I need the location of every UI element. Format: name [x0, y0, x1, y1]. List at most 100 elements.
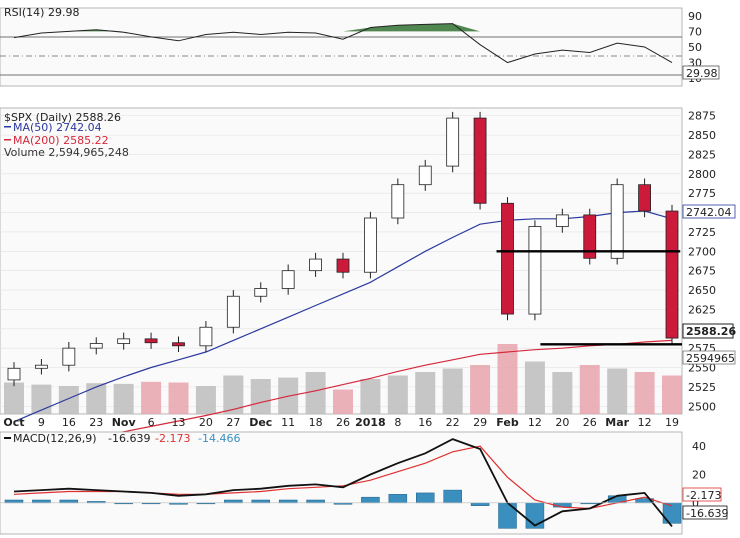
volume-value-tag-text: 2594965 — [686, 352, 735, 365]
candle-body — [528, 226, 542, 315]
price-tick-label: 2875 — [688, 110, 716, 123]
volume-bar — [4, 382, 24, 414]
macd-hist-bar — [306, 499, 325, 504]
volume-bar — [579, 365, 600, 414]
price-tick-label: 2650 — [688, 284, 716, 297]
date-label: Dec — [249, 416, 272, 429]
macd-panel: 40 20 0 MACD(12,26,9) -16.639 -2.173 -14.4… — [0, 431, 728, 535]
date-label: 20 — [199, 416, 213, 429]
price-value-tag — [682, 323, 734, 339]
candle-body — [446, 117, 460, 167]
price-tick-label: 2625 — [688, 303, 716, 316]
candle-body — [391, 184, 405, 219]
date-label: 12 — [638, 416, 652, 429]
signal-value-tag — [682, 487, 722, 502]
macd-hist-bar — [388, 494, 408, 504]
volume-bars — [4, 344, 682, 414]
legend-symbol: $SPX (Daily) 2588.26 — [4, 111, 121, 124]
volume-bar — [634, 372, 655, 414]
volume-bar — [470, 365, 491, 414]
candle-body — [199, 326, 213, 347]
macd-label-hist: -14.466 — [198, 432, 240, 445]
volume-bar — [168, 382, 189, 414]
ma50-value-tag-text: 2742.04 — [686, 206, 732, 219]
price-tick-label: 2725 — [688, 226, 716, 239]
candle-body — [501, 202, 514, 315]
price-tick-label: 2700 — [688, 245, 716, 258]
macd-tick-label: 20 — [692, 469, 706, 482]
ma50-value-tag — [682, 204, 736, 219]
price-tick-label: 2800 — [688, 168, 716, 181]
macd-value-tag-text: -16.639 — [686, 507, 728, 520]
volume-bar — [360, 379, 381, 414]
rsi-line — [13, 23, 673, 64]
volume-bar — [497, 344, 518, 414]
candle-body — [35, 364, 48, 369]
date-label: 27 — [226, 416, 240, 429]
macd-frame — [0, 431, 683, 535]
date-label: 20 — [555, 416, 569, 429]
candle-body — [309, 258, 322, 272]
volume-bar — [415, 372, 436, 414]
volume-bar — [387, 375, 408, 414]
volume-bar — [305, 372, 326, 414]
candle-body — [281, 270, 295, 289]
volume-bar — [552, 372, 573, 414]
date-label: Feb — [496, 416, 519, 429]
macd-tick-label: 0 — [692, 497, 699, 510]
candle-body — [610, 184, 624, 259]
macd-histogram — [4, 489, 682, 529]
candle-body — [473, 117, 487, 204]
macd-hist-bar — [4, 499, 24, 504]
date-label: Mar — [605, 416, 629, 429]
price-tick-label: 2500 — [688, 400, 716, 413]
volume-bar — [31, 384, 52, 414]
rsi-tick-label: 90 — [688, 10, 702, 23]
rsi-value-tag — [682, 65, 720, 80]
price-axis: 2875285028252800277527502725270026752650… — [688, 110, 716, 414]
candle-body — [226, 295, 240, 328]
price-tick-label: 2775 — [688, 187, 716, 200]
macd-hist-bar — [251, 499, 270, 504]
candle-body — [89, 343, 103, 349]
macd-hist-bar — [224, 499, 243, 504]
volume-bar — [607, 368, 628, 414]
macd-hist-bar — [416, 492, 435, 504]
rsi-panel: RSI(14) 29.98 9070503010 29.98 — [0, 6, 720, 87]
date-label: 18 — [309, 416, 323, 429]
macd-value-tag — [682, 505, 728, 520]
date-label: 13 — [172, 416, 186, 429]
macd-line — [13, 438, 673, 527]
candle-body — [555, 214, 569, 227]
signal-value-tag-text: -2.173 — [686, 489, 721, 502]
price-value-tag-text: 2588.26 — [686, 325, 736, 338]
candle-body — [638, 184, 651, 212]
candle-body — [172, 342, 185, 347]
price-tick-label: 2525 — [688, 381, 716, 394]
legend-ma50-swatch — [4, 126, 11, 128]
macd-hist-bar — [498, 502, 517, 529]
date-label: 23 — [89, 416, 103, 429]
date-label: 9 — [38, 416, 45, 429]
volume-bar — [333, 389, 353, 414]
price-panel: 2875285028252800277527502725270026752650… — [0, 107, 736, 455]
date-label: 22 — [446, 416, 460, 429]
price-tick-label: 2850 — [688, 129, 716, 142]
candle-body — [364, 217, 377, 273]
rsi-tick-label: 50 — [688, 41, 702, 54]
price-tick-label: 2550 — [688, 362, 716, 375]
date-axis: Oct 9 16 23 Nov 6 13 20 27 Dec 11 18 26 2018 8 16 22 29 Fe… — [3, 416, 679, 429]
candle-body — [583, 214, 597, 259]
volume-bar — [524, 361, 545, 414]
date-label: 16 — [418, 416, 432, 429]
macd-legend-swatch — [4, 437, 11, 439]
date-label: 2018 — [355, 416, 386, 429]
date-label: 8 — [394, 416, 401, 429]
date-label: 19 — [665, 416, 679, 429]
legend-volume: Volume 2,594,965,248 — [4, 146, 129, 159]
rsi-frame — [0, 7, 683, 87]
macd-tick-label: 40 — [692, 440, 706, 453]
macd-hist-bar — [470, 502, 490, 506]
volume-bar — [141, 381, 162, 414]
volume-bar — [662, 375, 682, 414]
